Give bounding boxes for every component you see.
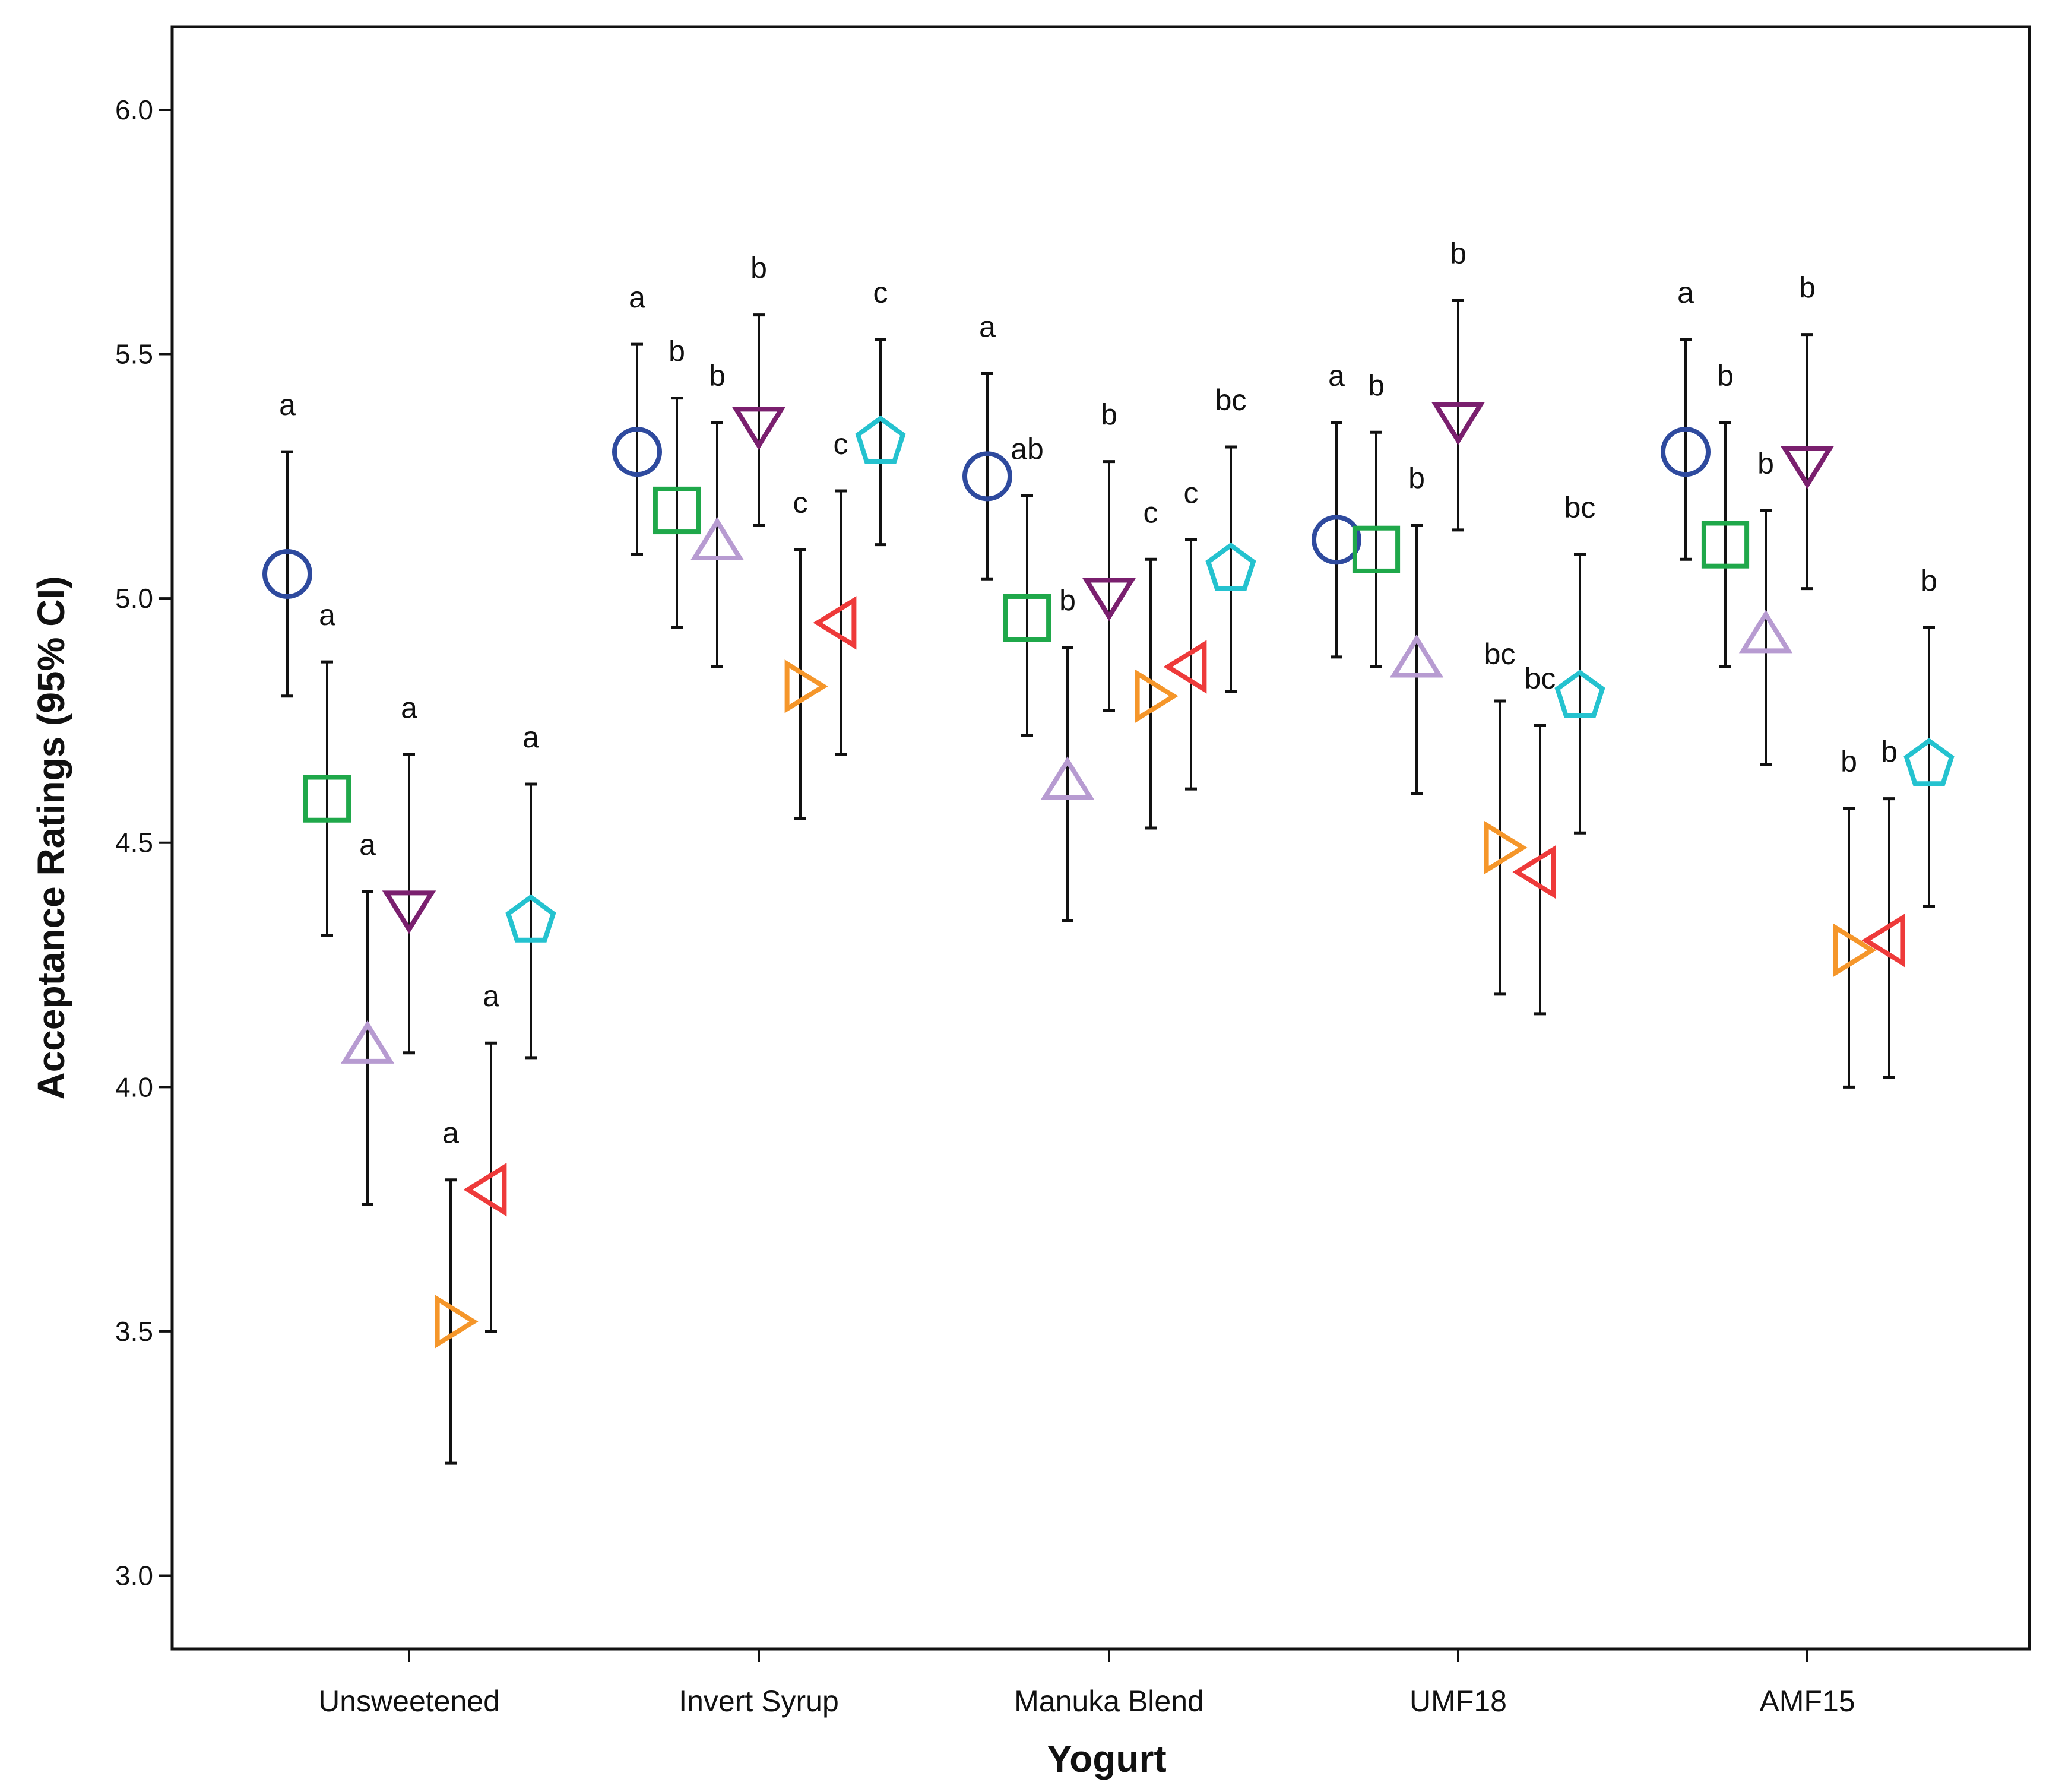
y-tick-label: 3.5: [115, 1316, 153, 1347]
significance-letter: b: [1881, 735, 1898, 769]
circle-marker: [612, 427, 662, 477]
triangle-left-marker: [1512, 845, 1556, 899]
square-marker: [653, 486, 701, 535]
significance-letter: a: [401, 692, 417, 725]
triangle-up-marker: [1389, 634, 1444, 678]
triangle-up-marker: [1738, 610, 1793, 654]
x-tick-label: Unsweetened: [318, 1685, 500, 1718]
significance-letter: a: [442, 1117, 459, 1150]
significance-letter: b: [1841, 745, 1857, 778]
x-tick-label: Invert Syrup: [679, 1685, 839, 1718]
error-bars: [281, 299, 1935, 1465]
y-axis: 3.0 3.5 4.0 4.5 5.0 5.5 6.0: [115, 94, 172, 1591]
significance-letter: b: [1101, 398, 1117, 432]
triangle-right-marker: [1833, 923, 1877, 978]
square-marker: [303, 775, 351, 823]
y-tick-label: 4.0: [115, 1071, 153, 1102]
significance-letter: ab: [1011, 432, 1044, 465]
significance-letter: b: [1408, 462, 1425, 495]
triangle-down-marker: [382, 890, 436, 934]
significance-letter: b: [669, 335, 685, 368]
x-axis: Unsweetened Invert Syrup Manuka Blend UMF18…: [318, 1649, 1855, 1718]
triangle-up-marker: [690, 516, 745, 560]
pentagon-marker: [1554, 669, 1605, 718]
significance-letter: b: [1717, 359, 1734, 392]
square-marker: [1003, 594, 1051, 642]
y-tick-label: 5.0: [115, 583, 153, 614]
significance-letter: bc: [1564, 491, 1596, 524]
significance-letter: a: [359, 828, 376, 861]
triangle-down-marker: [1082, 578, 1136, 621]
square-marker: [1701, 521, 1750, 569]
triangle-down-marker: [1431, 402, 1485, 446]
significance-letter: b: [750, 252, 767, 285]
circle-marker: [962, 451, 1012, 502]
significance-letter: b: [1368, 369, 1385, 402]
triangle-left-marker: [463, 1163, 507, 1217]
triangle-left-marker: [1861, 914, 1905, 968]
x-axis-title: Yogurt: [1047, 1737, 1166, 1780]
circle-marker: [1312, 515, 1361, 565]
significance-letter: bc: [1484, 637, 1516, 671]
triangle-right-marker: [1484, 820, 1528, 875]
triangle-right-marker: [784, 659, 828, 713]
significance-letter: a: [279, 388, 296, 421]
significance-letter: c: [1144, 496, 1158, 529]
significance-letter: a: [1328, 359, 1345, 392]
pentagon-marker: [1205, 542, 1256, 591]
significance-letter: b: [1450, 237, 1466, 270]
significance-letter: c: [793, 486, 808, 519]
significance-letter: b: [1757, 447, 1774, 480]
circle-marker: [1661, 427, 1711, 477]
significance-letter: a: [483, 979, 499, 1013]
significance-letter: c: [873, 276, 888, 309]
significance-letter: c: [834, 427, 848, 461]
y-tick-label: 6.0: [115, 94, 153, 125]
significance-letter: a: [1677, 276, 1694, 309]
triangle-up-marker: [1040, 756, 1095, 800]
significance-letter: a: [629, 281, 645, 314]
significance-letter: a: [319, 598, 335, 632]
significance-letter: b: [1059, 583, 1076, 617]
circle-marker: [262, 548, 312, 599]
triangle-up-marker: [340, 1020, 395, 1064]
triangle-left-marker: [813, 596, 857, 650]
triangle-down-marker: [1780, 446, 1835, 490]
significance-letter: c: [1184, 476, 1199, 509]
x-tick-label: UMF18: [1409, 1685, 1507, 1718]
pentagon-marker: [505, 894, 556, 943]
triangle-down-marker: [731, 407, 786, 451]
plot-frame: [170, 25, 2031, 1651]
triangle-right-marker: [1135, 669, 1179, 723]
significance-letter: bc: [1525, 662, 1556, 695]
x-tick-label: AMF15: [1759, 1685, 1855, 1718]
significance-letter: b: [1921, 564, 1937, 598]
significance-letter: b: [709, 359, 726, 392]
square-marker: [1352, 525, 1401, 573]
y-tick-label: 5.5: [115, 339, 153, 370]
triangle-right-marker: [435, 1295, 479, 1349]
triangle-left-marker: [1163, 640, 1207, 694]
y-axis-title: Acceptance Ratings (95% CI): [30, 576, 72, 1099]
significance-letter: a: [522, 721, 539, 754]
y-tick-label: 3.0: [115, 1561, 153, 1591]
x-tick-label: Manuka Blend: [1014, 1685, 1204, 1718]
pentagon-marker: [1903, 738, 1955, 786]
significance-letter: a: [979, 310, 996, 343]
pentagon-marker: [855, 415, 906, 464]
y-tick-label: 4.5: [115, 827, 153, 858]
markers: [262, 402, 1955, 1349]
significance-letter: bc: [1215, 383, 1247, 417]
significance-letter: b: [1799, 271, 1816, 305]
